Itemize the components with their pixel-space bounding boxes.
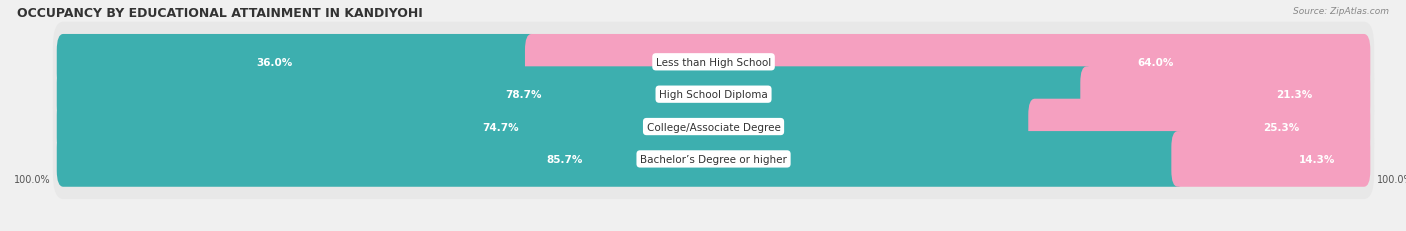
FancyBboxPatch shape [53,55,1374,135]
Text: 85.7%: 85.7% [547,154,583,164]
Text: High School Diploma: High School Diploma [659,90,768,100]
FancyBboxPatch shape [56,35,538,90]
Text: Source: ZipAtlas.com: Source: ZipAtlas.com [1294,7,1389,16]
FancyBboxPatch shape [53,119,1374,199]
Text: 100.0%: 100.0% [14,174,51,184]
Text: 36.0%: 36.0% [256,58,292,67]
Text: 21.3%: 21.3% [1277,90,1313,100]
FancyBboxPatch shape [56,67,1094,122]
Text: Bachelor’s Degree or higher: Bachelor’s Degree or higher [640,154,787,164]
FancyBboxPatch shape [56,99,1042,155]
FancyBboxPatch shape [56,131,1184,187]
FancyBboxPatch shape [53,87,1374,167]
Text: 100.0%: 100.0% [1376,174,1406,184]
Text: 14.3%: 14.3% [1299,154,1336,164]
FancyBboxPatch shape [53,23,1374,103]
Text: 78.7%: 78.7% [506,90,543,100]
Text: Less than High School: Less than High School [657,58,770,67]
FancyBboxPatch shape [1028,99,1371,155]
Text: College/Associate Degree: College/Associate Degree [647,122,780,132]
Text: 25.3%: 25.3% [1264,122,1299,132]
Text: OCCUPANCY BY EDUCATIONAL ATTAINMENT IN KANDIYOHI: OCCUPANCY BY EDUCATIONAL ATTAINMENT IN K… [17,7,423,20]
FancyBboxPatch shape [1171,131,1371,187]
FancyBboxPatch shape [524,35,1371,90]
Text: 64.0%: 64.0% [1137,58,1174,67]
FancyBboxPatch shape [1080,67,1371,122]
Text: 74.7%: 74.7% [482,122,519,132]
